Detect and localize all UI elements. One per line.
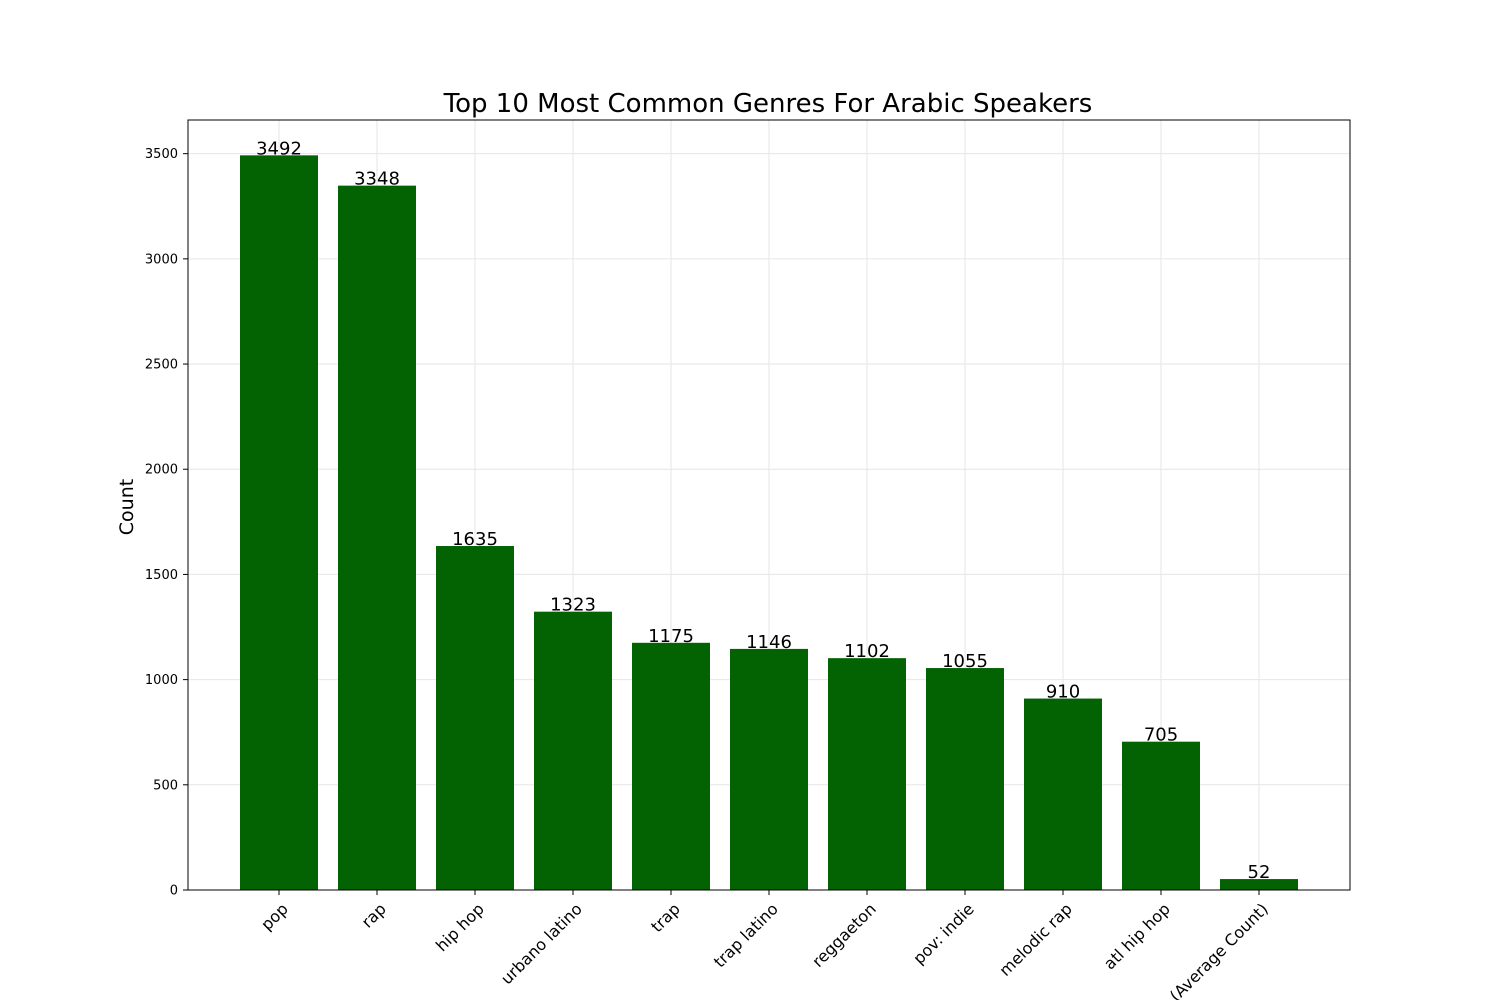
data-label: 1635 <box>452 529 498 550</box>
y-tick-label: 0 <box>170 884 178 899</box>
bar <box>534 611 612 890</box>
data-labels: 3492 3348 1635 1323 1175 1146 1102 1055 910 705 52 <box>256 138 1270 883</box>
y-tick-label: 3000 <box>145 252 178 267</box>
data-label: 1146 <box>746 632 792 653</box>
x-tick-label: reggaeton <box>808 899 880 971</box>
bar <box>338 185 416 890</box>
y-tick-label: 2000 <box>145 463 178 478</box>
bar <box>828 658 906 890</box>
x-tick-label: rap <box>358 899 390 931</box>
data-label: 1055 <box>942 651 988 672</box>
x-tick-label: urbano latino <box>497 899 586 988</box>
y-tick-label: 1000 <box>145 673 178 688</box>
y-axis-ticks: 0 500 1000 1500 2000 2500 3000 3500 <box>145 147 188 899</box>
chart-title: Top 10 Most Common Genres For Arabic Spe… <box>443 89 1093 119</box>
x-tick-label: trap latino <box>710 899 782 971</box>
x-tick-label: trap <box>647 899 684 936</box>
x-tick-label: pov: indie <box>909 899 978 968</box>
bar <box>632 642 710 890</box>
x-tick-label: atl hip hop <box>1100 899 1174 973</box>
bar <box>436 546 514 890</box>
data-label: 3348 <box>354 169 400 190</box>
bar <box>240 155 318 891</box>
bar <box>1122 741 1200 890</box>
data-label: 705 <box>1144 725 1178 746</box>
plot-frame <box>187 119 1351 891</box>
y-tick-label: 2500 <box>145 358 178 373</box>
y-tick-label: 500 <box>153 778 178 793</box>
y-tick-label: 1500 <box>145 568 178 583</box>
data-label: 1175 <box>648 626 694 647</box>
bar <box>1024 698 1102 890</box>
x-axis-ticks: pop rap hip hop urbano latino trap trap latin… <box>257 890 1272 1000</box>
y-axis-label: Count <box>116 479 138 535</box>
data-label: 52 <box>1248 862 1271 883</box>
x-tick-label: hip hop <box>432 899 488 955</box>
x-tick-label: (Average Count) <box>1166 899 1272 1000</box>
bar <box>730 648 808 890</box>
data-label: 3492 <box>256 138 302 159</box>
data-label: 910 <box>1046 682 1080 703</box>
bars <box>240 155 1298 891</box>
bar <box>1220 879 1298 890</box>
data-label: 1102 <box>844 641 890 662</box>
y-tick-label: 3500 <box>145 147 178 162</box>
x-tick-label: melodic rap <box>995 899 1075 979</box>
bar <box>926 668 1004 890</box>
x-tick-label: pop <box>257 899 292 934</box>
data-label: 1323 <box>550 595 596 616</box>
